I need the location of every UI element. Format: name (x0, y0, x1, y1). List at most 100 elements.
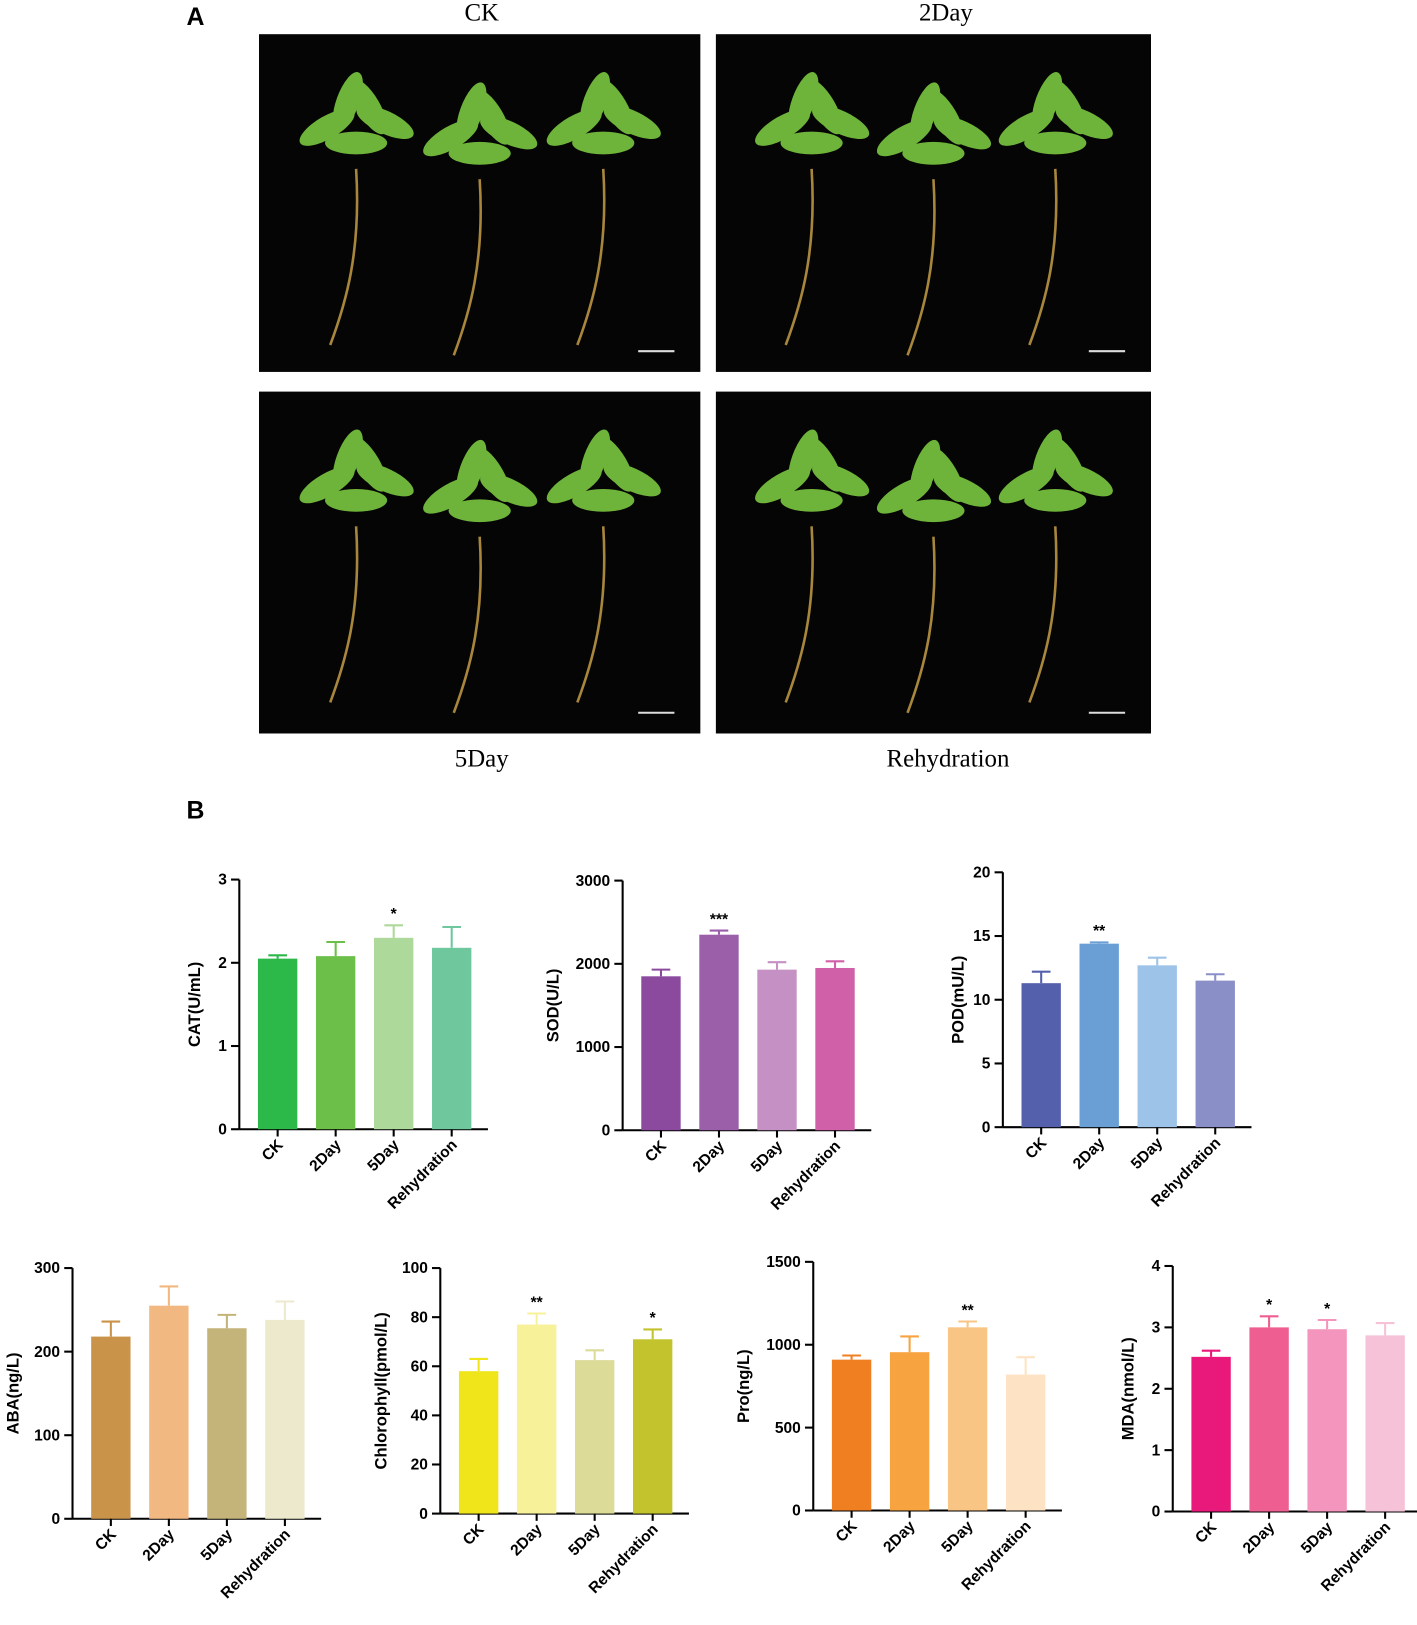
y-tick-label: 15 (973, 928, 991, 945)
bar (315, 956, 356, 1130)
error-bar (709, 929, 729, 935)
bar (1249, 1327, 1289, 1512)
error-bar (469, 1357, 488, 1372)
error-bar (1259, 1315, 1279, 1328)
x-tick-label: CK (92, 1526, 120, 1554)
x-tick-label: 5Day (565, 1521, 604, 1560)
bar (516, 1324, 557, 1514)
root (906, 179, 936, 356)
error-bar (1317, 1318, 1337, 1330)
y-tick-label: 200 (34, 1344, 60, 1361)
error-bar (268, 954, 287, 959)
root (452, 179, 482, 356)
y-tick-label: 1 (1152, 1442, 1161, 1459)
significance: * (391, 906, 398, 923)
root (328, 526, 359, 703)
bar (1021, 983, 1061, 1128)
leaf (572, 131, 635, 155)
significance: *** (710, 911, 729, 928)
significance: * (650, 1310, 657, 1327)
error-bar (767, 961, 787, 970)
x-tick-label: 5Day (364, 1136, 403, 1175)
leaf (1049, 79, 1087, 135)
y-tick-label: 3 (1152, 1320, 1161, 1337)
y-axis-label: CAT(U/mL) (185, 962, 204, 1047)
y-tick-label: 1 (218, 1038, 227, 1055)
error-bar (275, 1300, 295, 1320)
error-bar (1375, 1322, 1395, 1336)
y-tick-label: 40 (411, 1408, 428, 1425)
root (452, 536, 482, 714)
leaf (597, 436, 635, 492)
y-axis-label: Chlorophyll(pmol/L) (371, 1312, 390, 1469)
y-axis-label: MDA(nmol/L) (1118, 1337, 1137, 1440)
y-tick-label: 0 (51, 1511, 60, 1528)
photo-label: 2Day (919, 0, 973, 27)
leaf (805, 79, 843, 135)
root (328, 168, 359, 346)
error-bar (585, 1349, 604, 1361)
x-tick-label: 2Day (880, 1518, 919, 1557)
significance: * (1324, 1301, 1331, 1318)
y-tick-label: 2 (218, 955, 227, 972)
y-tick-label: 0 (602, 1122, 611, 1139)
panel-label: B (186, 796, 204, 824)
y-tick-label: 20 (411, 1457, 428, 1474)
error-bar (527, 1312, 546, 1325)
y-tick-label: 1500 (766, 1254, 801, 1271)
figure-content: A B CK 2Day 5Day Rehydration 0 1 2 3 CAT(U/m… (4, 0, 1417, 1602)
leaf (1049, 436, 1087, 492)
x-tick-label: 2Day (140, 1526, 179, 1565)
y-tick-label: 1000 (766, 1337, 801, 1354)
photos (259, 34, 1151, 734)
y-tick-label: 4 (1152, 1258, 1161, 1275)
y-tick-label: 3 (218, 872, 227, 889)
bar (458, 1371, 499, 1514)
error-bar (159, 1285, 179, 1306)
x-tick-label: 2Day (690, 1137, 729, 1176)
bar (831, 1359, 872, 1511)
y-axis-label: POD(mU/L) (948, 956, 967, 1044)
root (576, 526, 606, 703)
y-tick-label: 300 (34, 1260, 60, 1277)
error-bar (1089, 941, 1109, 944)
y-tick-label: 5 (982, 1056, 991, 1073)
bar (889, 1352, 930, 1511)
significance: * (1266, 1297, 1273, 1314)
x-tick-label: CK (1022, 1134, 1050, 1162)
error-bar (1147, 956, 1167, 966)
error-bar (643, 1328, 663, 1340)
y-axis-label: SOD(U/L) (543, 969, 562, 1043)
error-bar (384, 924, 404, 938)
bar (1195, 980, 1235, 1128)
root (906, 536, 936, 714)
root (784, 526, 814, 703)
root (784, 168, 814, 346)
y-tick-label: 3000 (576, 873, 611, 890)
y-tick-label: 100 (34, 1427, 60, 1444)
y-tick-label: 20 (973, 864, 990, 881)
error-bar (217, 1313, 237, 1329)
x-tick-label: 5Day (938, 1518, 977, 1557)
y-tick-label: 80 (411, 1309, 428, 1326)
bar (757, 969, 797, 1131)
x-tick-label: 5Day (198, 1526, 237, 1565)
y-tick-label: 100 (402, 1260, 428, 1277)
x-tick-label: 5Day (748, 1137, 787, 1176)
bar (815, 967, 855, 1131)
bar (149, 1305, 189, 1519)
y-tick-label: 0 (1152, 1504, 1161, 1521)
x-tick-label: CK (833, 1517, 861, 1545)
leaf (448, 499, 511, 523)
bar (1079, 943, 1119, 1128)
root (1028, 526, 1058, 703)
root (576, 168, 606, 346)
leaf (572, 488, 635, 512)
leaf (325, 131, 388, 155)
y-tick-label: 0 (792, 1503, 801, 1520)
y-tick-label: 0 (419, 1506, 428, 1523)
bar (1365, 1335, 1405, 1512)
error-bar (825, 960, 845, 968)
